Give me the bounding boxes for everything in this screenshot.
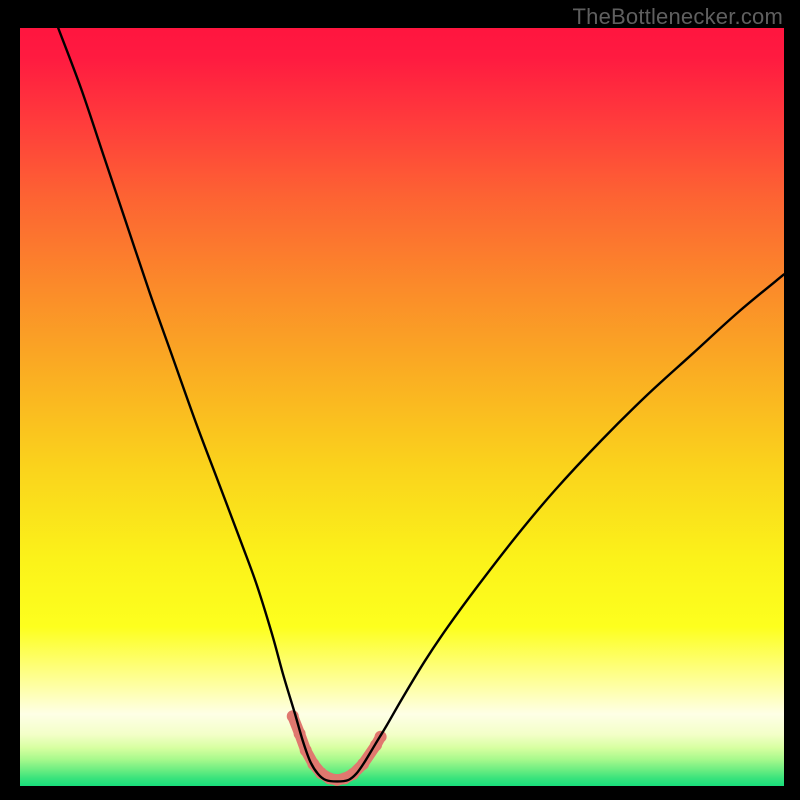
- plot-area: [20, 28, 784, 786]
- plot-svg: [20, 28, 784, 786]
- plot-background: [20, 28, 784, 786]
- watermark-text: TheBottlenecker.com: [573, 4, 783, 30]
- chart-stage: TheBottlenecker.com: [0, 0, 800, 800]
